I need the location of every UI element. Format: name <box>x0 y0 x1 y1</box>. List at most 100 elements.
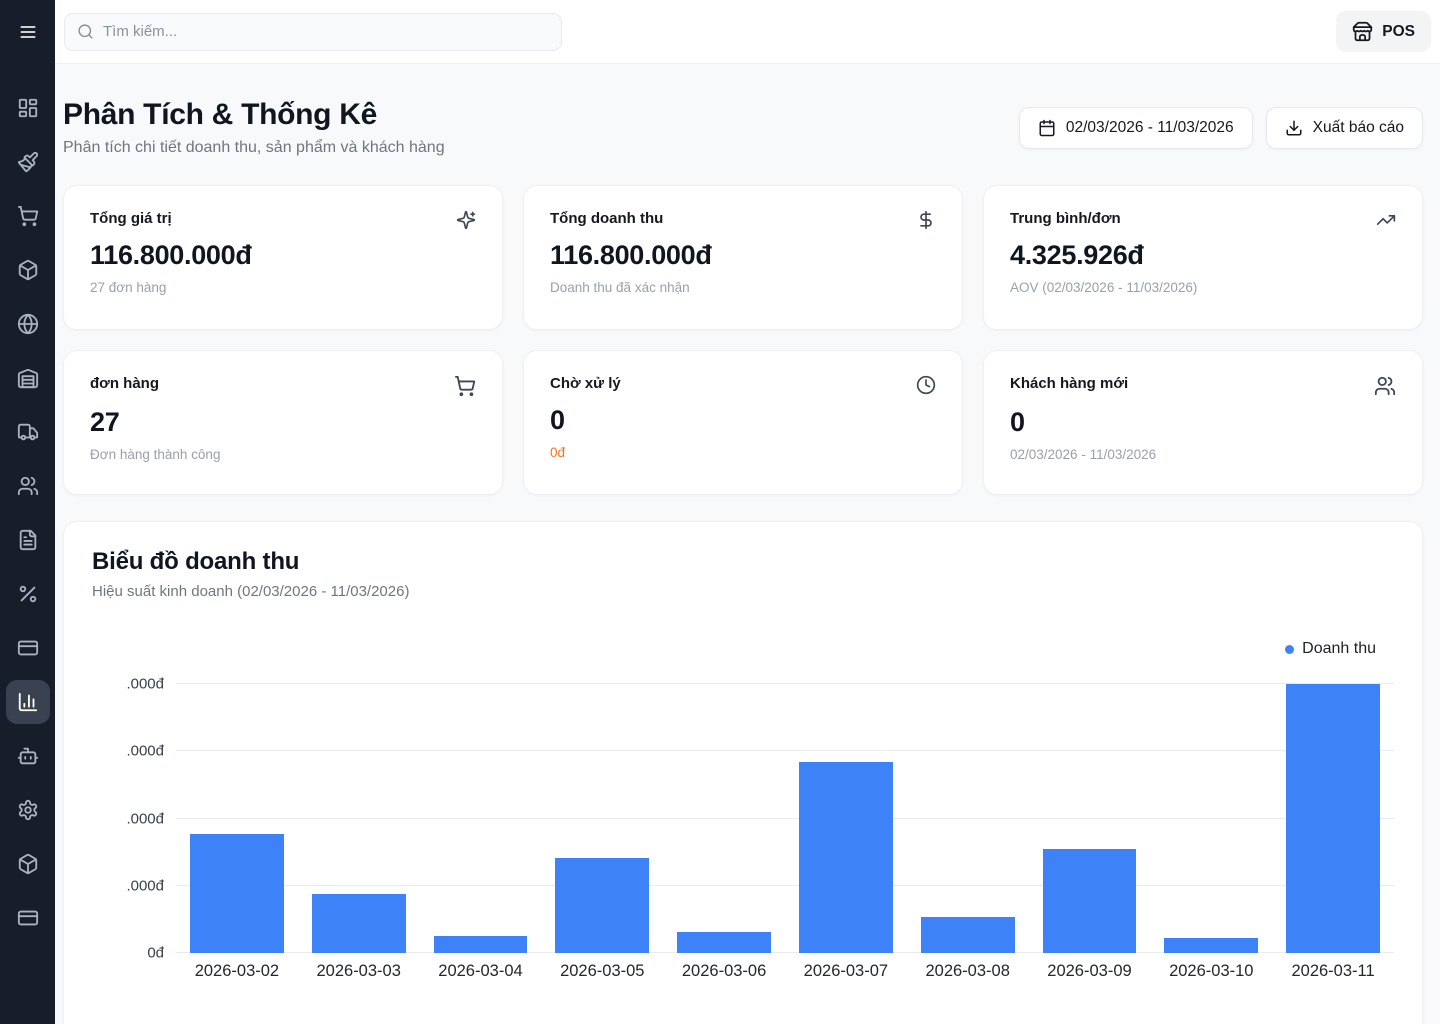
bar-2026-03-05[interactable] <box>555 858 650 953</box>
page-content: Phân Tích & Thống Kê Phân tích chi tiết … <box>55 64 1440 1024</box>
bar-2026-03-07[interactable] <box>798 762 893 953</box>
bar-slot <box>1029 684 1151 953</box>
sidebar-item-warehouse[interactable] <box>6 356 50 400</box>
bar-slot <box>1272 684 1394 953</box>
sidebar <box>0 0 55 1024</box>
chart-plot-area: 0đ .000đ .000đ .000đ .000đ 2026-03-02 2026-03… <box>92 676 1394 981</box>
sidebar-item-website[interactable] <box>6 302 50 346</box>
trending-up-icon <box>1376 210 1396 230</box>
stat-card-sub: 02/03/2026 - 11/03/2026 <box>1010 447 1157 462</box>
credit-card-icon <box>17 907 39 929</box>
gridline <box>176 884 1394 886</box>
bar-2026-03-06[interactable] <box>677 932 771 953</box>
date-range-label: 02/03/2026 - 11/03/2026 <box>1065 118 1234 136</box>
search-input[interactable] <box>103 23 549 40</box>
chart-subtitle: Hiệu suất kinh doanh (02/03/2026 - 11/03… <box>92 583 410 600</box>
y-tick-label: .000đ <box>126 742 164 760</box>
sidebar-item-customers[interactable] <box>6 464 50 508</box>
bar-2026-03-02[interactable] <box>190 834 284 953</box>
bar-slot <box>176 684 298 953</box>
bar-2026-03-10[interactable] <box>1164 938 1259 953</box>
sparkles-icon <box>456 210 476 230</box>
legend-dot <box>1285 644 1295 654</box>
y-tick-label: 0đ <box>147 944 164 962</box>
users-icon <box>17 475 39 497</box>
dollar-icon <box>916 210 936 230</box>
globe-icon <box>17 313 39 335</box>
cart-icon <box>17 205 39 227</box>
stat-card-sub: Đơn hàng thành công <box>90 447 221 462</box>
search-icon <box>77 23 94 40</box>
chart-card: Biểu đồ doanh thu Hiệu suất kinh doanh (… <box>63 521 1423 1024</box>
gridline <box>176 952 1394 953</box>
sidebar-item-automation[interactable] <box>6 734 50 778</box>
x-tick-label: 2026-03-02 <box>194 962 280 980</box>
stats-grid: Tổng giá trị 116.800.000đ 27 đơn hàng Tổng … <box>63 185 1423 495</box>
stat-card-5: Khách hàng mới 0 02/03/2026 - 11/03/2026 <box>983 350 1423 495</box>
stat-card-title: Tổng giá trị <box>90 210 172 227</box>
page-title: Phân Tích & Thống Kê <box>63 98 377 131</box>
search-box[interactable] <box>64 12 562 51</box>
date-range-button[interactable]: 02/03/2026 - 11/03/2026 <box>1018 106 1253 149</box>
brush-icon <box>17 151 39 173</box>
sidebar-item-settings[interactable] <box>6 788 50 832</box>
legend-label: Doanh thu <box>1302 640 1376 657</box>
sidebar-item-inventory[interactable] <box>6 842 50 886</box>
stat-card-title: Chờ xử lý <box>550 375 621 392</box>
stat-card-value: 116.800.000đ <box>550 240 712 270</box>
sidebar-item-payments[interactable] <box>6 626 50 670</box>
bot-icon <box>17 745 39 767</box>
menu-button[interactable] <box>0 0 55 64</box>
menu-icon <box>18 22 38 42</box>
sidebar-item-orders[interactable] <box>6 194 50 238</box>
stat-card-4: Chờ xử lý 0 0đ <box>523 350 963 495</box>
chart-legend: Doanh thu <box>92 640 1394 658</box>
sidebar-item-documents[interactable] <box>6 518 50 562</box>
stat-card-value: 116.800.000đ <box>90 240 252 270</box>
y-axis: 0đ .000đ .000đ .000đ .000đ <box>92 676 176 962</box>
bar-2026-03-03[interactable] <box>311 894 406 953</box>
bar-series <box>176 684 1394 953</box>
stat-card-1: Tổng doanh thu 116.800.000đ Doanh thu đã x… <box>523 185 963 330</box>
bar-slot <box>298 684 420 953</box>
x-tick-label: 2026-03-09 <box>1047 962 1132 980</box>
sidebar-item-shipping[interactable] <box>6 410 50 454</box>
x-tick-label: 2026-03-05 <box>560 962 645 980</box>
bar-2026-03-11[interactable] <box>1286 684 1380 953</box>
bar-2026-03-09[interactable] <box>1042 849 1137 953</box>
stat-card-value: 4.325.926đ <box>1010 240 1144 270</box>
users-icon <box>1374 375 1396 397</box>
gridline <box>176 750 1394 752</box>
sidebar-item-appearance[interactable] <box>6 140 50 184</box>
calendar-icon <box>1038 119 1056 137</box>
bar-slot <box>1150 684 1272 953</box>
sidebar-item-products[interactable] <box>6 248 50 292</box>
truck-icon <box>17 421 39 443</box>
stat-card-title: Tổng doanh thu <box>550 210 664 227</box>
y-tick-label: .000đ <box>126 675 164 693</box>
sidebar-item-dashboard[interactable] <box>6 86 50 130</box>
pos-button[interactable]: POS <box>1336 11 1431 52</box>
y-tick-label: .000đ <box>126 877 164 895</box>
export-label: Xuất báo cáo <box>1312 118 1404 136</box>
stat-card-value: 0 <box>1010 407 1025 437</box>
export-report-button[interactable]: Xuất báo cáo <box>1265 106 1423 149</box>
package-icon <box>17 853 39 875</box>
gridline <box>176 817 1394 819</box>
gridline <box>176 683 1394 684</box>
stat-card-sub: 27 đơn hàng <box>90 280 167 295</box>
bar-slot <box>785 684 907 953</box>
sidebar-item-discounts[interactable] <box>6 572 50 616</box>
package-icon <box>17 259 39 281</box>
sidebar-item-pos-terminal[interactable] <box>6 896 50 940</box>
pos-label: POS <box>1382 22 1415 40</box>
header-actions: 02/03/2026 - 11/03/2026 Xuất báo cáo <box>1018 106 1423 149</box>
clock-icon <box>916 375 936 395</box>
bar-2026-03-04[interactable] <box>433 936 528 953</box>
cart-icon <box>454 375 476 397</box>
stat-card-sub: AOV (02/03/2026 - 11/03/2026) <box>1010 280 1198 295</box>
stat-card-value: 0 <box>550 405 565 435</box>
sidebar-item-analytics[interactable] <box>5 680 50 724</box>
bar-2026-03-08[interactable] <box>920 917 1015 953</box>
